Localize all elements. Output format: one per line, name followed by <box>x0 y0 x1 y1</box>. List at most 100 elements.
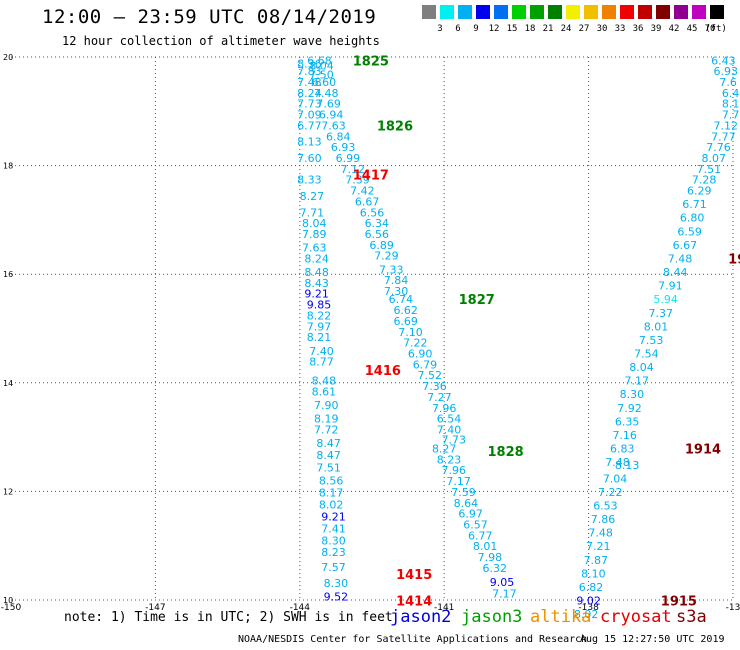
x-tick-label: -13 <box>726 603 740 613</box>
wave-height-value: 7.48 <box>605 456 630 469</box>
wave-height-value: 6.54 <box>437 413 462 426</box>
wave-height-value: 8.13 <box>615 459 640 472</box>
wave-height-value: 9.21 <box>321 510 346 523</box>
y-tick-label: 12 <box>3 487 13 496</box>
pass-time-label: 1914 <box>685 443 721 458</box>
wave-height-value: 7.17 <box>492 587 517 600</box>
legend-label: (ft) <box>705 24 727 34</box>
wave-height-value: 6.77 <box>297 119 322 132</box>
wave-height-value: 7.37 <box>649 307 674 320</box>
wave-height-value: 8.48 <box>312 375 337 388</box>
wave-height-value: 8.17 <box>319 486 344 499</box>
wave-height-value: 7.22 <box>403 337 428 350</box>
legend-swatch <box>548 5 562 19</box>
satellite-altika: altika <box>530 607 592 627</box>
wave-height-value: 7.51 <box>697 163 722 176</box>
wave-height-value: 6.67 <box>355 195 380 208</box>
wave-height-value: 7.48 <box>668 252 693 265</box>
wave-height-value: 7.48 <box>314 87 339 100</box>
wave-height-value: 6.74 <box>389 293 414 306</box>
wave-height-value: 7.71 <box>300 206 325 219</box>
wave-height-value: 8.04 <box>302 217 327 230</box>
wave-height-value: 7.83 <box>297 65 322 78</box>
credit-line: NOAA/NESDIS Center for Satellite Applica… <box>238 634 588 645</box>
wave-height-value: 7.12 <box>714 119 739 132</box>
wave-height-value: 8.33 <box>297 174 322 187</box>
wave-height-value: 7.73 <box>442 433 467 446</box>
wave-height-value: 7.17 <box>624 375 649 388</box>
legend-label: 12 <box>488 24 500 34</box>
wave-height-value: 8.01 <box>644 320 669 333</box>
wave-height-value: 6.83 <box>610 443 635 456</box>
wave-height-value: 6.35 <box>615 415 640 428</box>
y-tick-label: 16 <box>3 270 13 279</box>
legend-label: 9 <box>473 24 479 34</box>
legend-swatch <box>656 5 670 19</box>
wave-height-value: 8.21 <box>307 331 332 344</box>
wave-height-value: 8.36 <box>297 58 322 71</box>
x-tick-label: -150 <box>1 603 22 613</box>
wave-height-value: 8.30 <box>324 577 349 590</box>
wave-height-value: 7.89 <box>302 228 327 241</box>
y-tick-label: 14 <box>3 379 13 388</box>
wave-height-value: 8.27 <box>432 443 457 456</box>
wave-height-value: 8.27 <box>300 190 325 203</box>
wave-height-value: 7.52 <box>418 369 443 382</box>
legend-label: 27 <box>578 24 590 34</box>
wave-height-value: 7.59 <box>451 486 476 499</box>
legend-swatch <box>620 5 634 19</box>
wave-height-value: 7.86 <box>591 513 616 526</box>
wave-height-value: 9.85 <box>307 299 332 312</box>
satellite-jason3: jason3 <box>461 607 523 627</box>
wave-height-value: 8.77 <box>309 356 334 369</box>
x-tick-label: -147 <box>145 603 165 613</box>
y-tick-label: 10 <box>3 596 13 605</box>
wave-height-value: 9.05 <box>490 576 515 589</box>
wave-height-value: 7.41 <box>321 522 346 535</box>
wave-height-value: 7.40 <box>309 345 334 358</box>
x-tick-label: -138 <box>578 603 599 613</box>
wave-height-value: 8.02 <box>319 498 344 511</box>
wave-height-value: 8.19 <box>314 413 339 426</box>
wave-height-value: 8.24 <box>304 252 329 265</box>
wave-height-value: 5.94 <box>653 293 678 306</box>
wave-height-value: 6.60 <box>312 76 337 89</box>
wave-height-value: 7.98 <box>478 551 503 564</box>
wave-height-value: 7.92 <box>617 402 642 415</box>
legend-swatch <box>692 5 706 19</box>
wave-height-value: 7.12 <box>340 163 365 176</box>
wave-height-value: 8.64 <box>454 497 479 510</box>
wave-height-value: 6.67 <box>673 239 698 252</box>
legend-swatch <box>638 5 652 19</box>
wave-height-value: 6.68 <box>307 54 332 67</box>
wave-height-value: 7.21 <box>586 540 611 553</box>
pass-time-label: 1417 <box>353 168 389 183</box>
wave-height-value: 7.63 <box>302 242 327 255</box>
wave-height-value: 6.99 <box>336 152 361 165</box>
legend-label: 30 <box>596 24 608 34</box>
legend-label: 33 <box>614 24 626 34</box>
generated-timestamp: Aug 15 12:27:50 UTC 2019 <box>580 634 725 645</box>
pass-time-label: 1828 <box>488 445 524 460</box>
wave-height-value: 6.93 <box>331 141 356 154</box>
wave-height-value: 6.4 <box>722 87 740 100</box>
wave-height-value: 8.24 <box>297 87 322 100</box>
pass-time-label: 1826 <box>377 119 413 134</box>
legend-label: 21 <box>542 24 554 34</box>
chart-title: 12:00 – 23:59 UTC 08/14/2019 <box>42 6 377 28</box>
wave-height-value: 8.56 <box>319 475 344 488</box>
legend-swatch <box>422 5 436 19</box>
wave-height-value: 7.16 <box>612 429 637 442</box>
wave-height-value: 6.94 <box>319 109 344 122</box>
pass-time-label: 19 <box>728 252 740 267</box>
wave-height-value: 7.29 <box>374 250 399 263</box>
wave-height-value: 7.7 <box>722 109 740 122</box>
wave-height-value: 6.29 <box>687 185 712 198</box>
wave-height-value: 7.57 <box>321 561 346 574</box>
wave-height-value: 8.1 <box>722 98 740 111</box>
pass-time-label: 1414 <box>396 595 432 610</box>
wave-height-value: 8.44 <box>663 266 688 279</box>
wave-height-value: 8.04 <box>309 60 334 73</box>
wave-height-value: 6.82 <box>579 581 604 594</box>
wave-height-value: 7.69 <box>316 98 341 111</box>
